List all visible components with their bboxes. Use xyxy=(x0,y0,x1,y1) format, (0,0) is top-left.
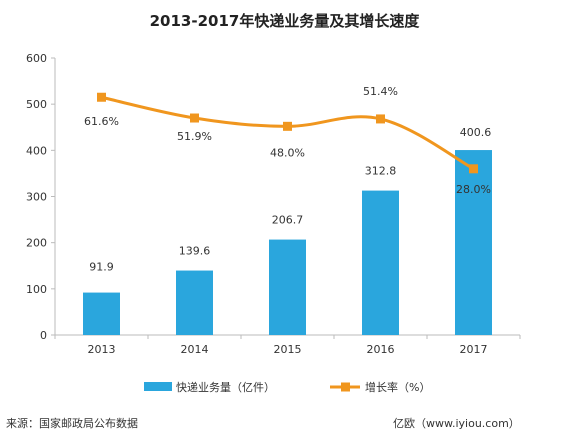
y-tick-label: 300 xyxy=(26,191,47,204)
bar-value-label: 91.9 xyxy=(89,261,114,274)
line-value-label: 51.4% xyxy=(363,85,398,98)
line-value-label: 61.6% xyxy=(84,115,119,128)
legend-line-label: 增长率（%） xyxy=(365,380,430,394)
x-tick-label: 2016 xyxy=(367,343,395,356)
line-value-label: 51.9% xyxy=(177,130,212,143)
bar xyxy=(362,190,399,335)
y-tick-label: 200 xyxy=(26,237,47,250)
legend-line-marker xyxy=(341,382,350,392)
line-point xyxy=(97,92,106,102)
line-point xyxy=(190,113,199,123)
bar-value-label: 206.7 xyxy=(272,214,304,227)
source-note: 来源：国家邮政局公布数据 xyxy=(6,417,138,430)
x-tick-label: 2013 xyxy=(88,343,116,356)
bar xyxy=(269,239,306,335)
line-value-label: 48.0% xyxy=(270,146,305,159)
x-tick-label: 2015 xyxy=(274,343,302,356)
x-tick-label: 2014 xyxy=(181,343,209,356)
y-tick-label: 400 xyxy=(26,144,47,157)
legend-bar-swatch xyxy=(144,382,172,391)
y-tick-label: 500 xyxy=(26,98,47,111)
bar xyxy=(83,292,120,335)
line-point xyxy=(283,121,292,131)
bar xyxy=(455,150,492,335)
bar-value-label: 312.8 xyxy=(365,165,397,178)
y-tick-label: 600 xyxy=(26,52,47,65)
line-point xyxy=(376,114,385,124)
bar xyxy=(176,270,213,335)
x-tick-label: 2017 xyxy=(460,343,488,356)
y-tick-label: 100 xyxy=(26,283,47,296)
brand-watermark: 亿欧（www.iyiou.com） xyxy=(393,417,520,430)
bar-value-label: 139.6 xyxy=(179,245,211,258)
chart-title: 2013-2017年快递业务量及其增长速度 xyxy=(149,12,420,30)
line-value-label: 28.0% xyxy=(456,183,491,196)
line-point xyxy=(469,164,478,174)
bar-value-label: 400.6 xyxy=(460,126,492,139)
y-tick-label: 0 xyxy=(40,329,47,342)
legend-bar-label: 快递业务量（亿件） xyxy=(176,380,275,394)
